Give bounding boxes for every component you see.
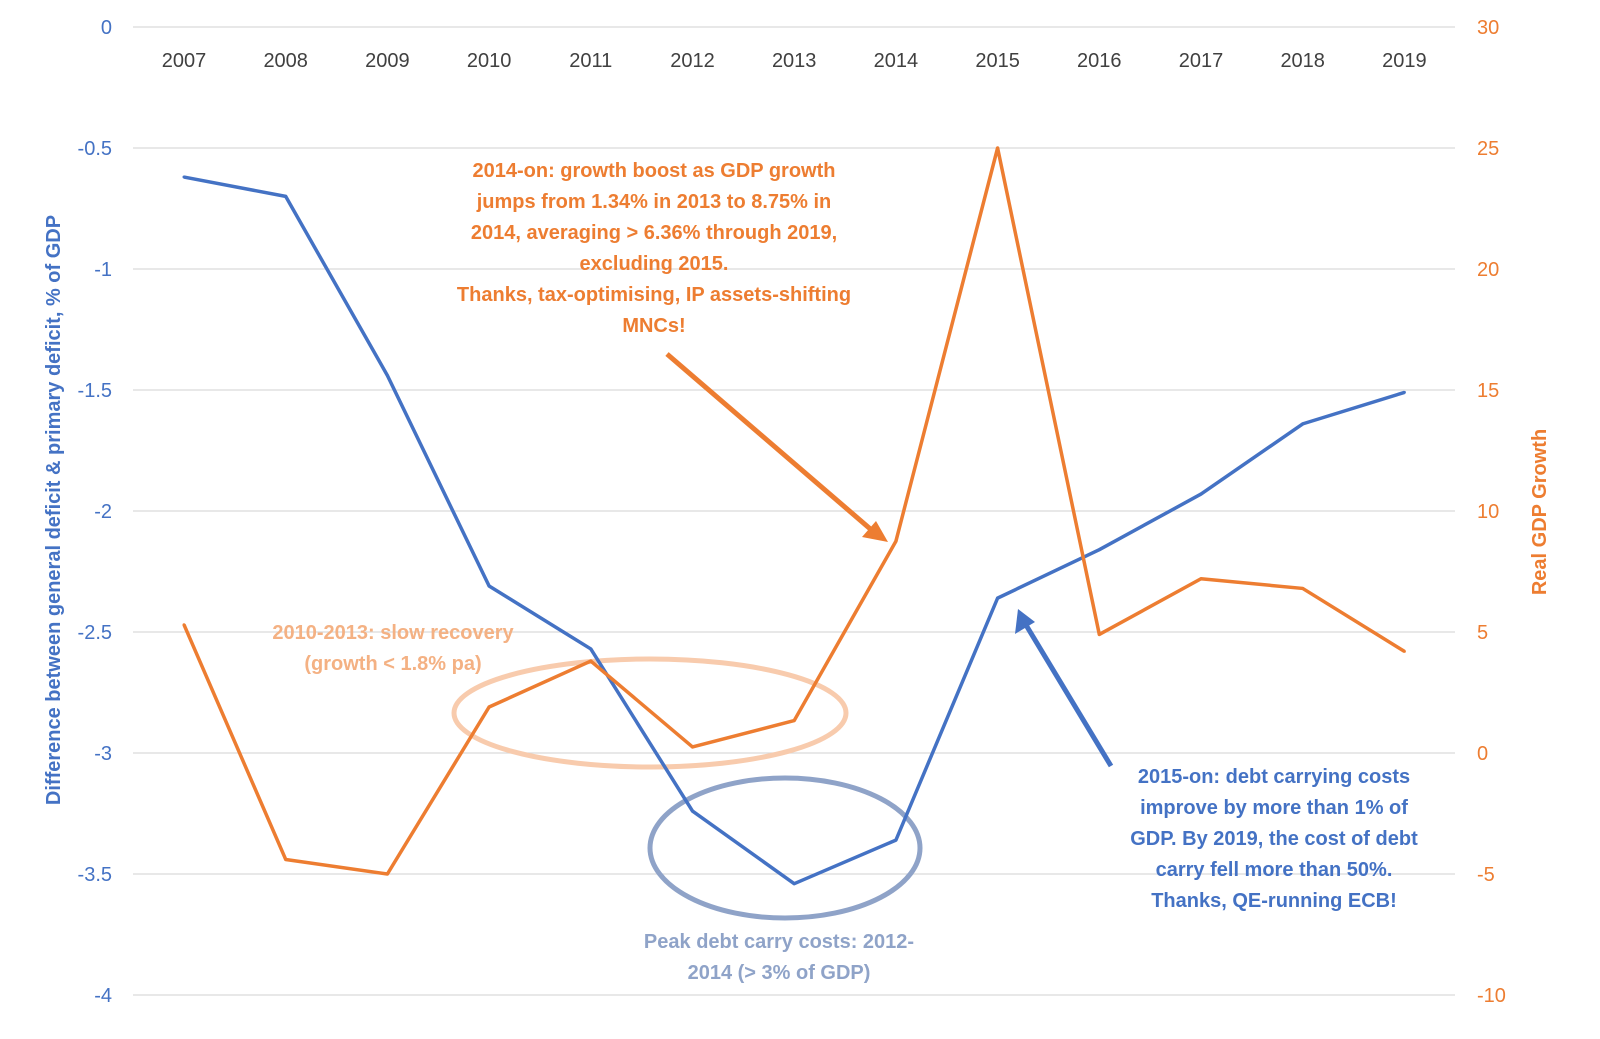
data-point-right: [1199, 577, 1203, 581]
x-tick: 2012: [670, 50, 715, 72]
data-point-left: [385, 373, 389, 377]
x-tick: 2018: [1280, 50, 1325, 72]
data-point-left: [182, 175, 186, 179]
data-point-right: [385, 872, 389, 876]
data-point-left: [1402, 390, 1406, 394]
data-point-right: [792, 719, 796, 723]
data-point-right: [284, 857, 288, 861]
annotation-debt: carry fell more than 50%.: [1156, 859, 1393, 881]
x-tick: 2011: [569, 50, 612, 72]
data-point-right: [996, 146, 1000, 150]
y-tick-right: 5: [1477, 622, 1488, 644]
annotation-growth: jumps from 1.34% in 2013 to 8.75% in: [476, 191, 832, 213]
y-tick-right: -5: [1477, 864, 1495, 886]
data-point-left: [1301, 422, 1305, 426]
y-tick-left: -1.5: [78, 380, 112, 402]
data-point-right: [182, 623, 186, 627]
annotation-debt: 2015-on: debt carrying costs: [1138, 766, 1410, 788]
data-point-left: [792, 882, 796, 886]
x-tick: 2015: [975, 50, 1020, 72]
data-point-left: [589, 647, 593, 651]
annotation-debt: Thanks, QE-running ECB!: [1151, 890, 1397, 912]
annotation-slow: (growth < 1.8% pa): [304, 653, 481, 675]
annotation-peak: Peak debt carry costs: 2012-: [644, 931, 914, 953]
x-tick: 2013: [772, 50, 817, 72]
y-tick-right: 30: [1477, 17, 1499, 39]
annotation-growth: MNCs!: [622, 315, 685, 337]
peak-debt-ellipse: [647, 775, 923, 921]
data-point-right: [894, 539, 898, 543]
y-tick-left: -0.5: [78, 138, 112, 160]
y-tick-left: -2.5: [78, 622, 112, 644]
x-tick: 2009: [365, 50, 410, 72]
y-tick-right: 0: [1477, 743, 1488, 765]
x-tick: 2017: [1179, 50, 1224, 72]
data-point-left: [691, 809, 694, 813]
annotation-growth: Thanks, tax-optimising, IP assets-shifti…: [457, 284, 851, 306]
y-tick-left: -3: [94, 743, 112, 765]
data-point-left: [996, 596, 1000, 600]
y-axis-label-left: Difference between general deficit & pri…: [43, 215, 65, 805]
x-tick: 2010: [467, 50, 512, 72]
growth-arrow: [665, 352, 888, 542]
y-tick-left: -4: [94, 985, 112, 1007]
y-tick-left: 0: [101, 17, 112, 39]
data-point-right: [487, 705, 491, 709]
annotation-slow: 2010-2013: slow recovery: [272, 622, 514, 644]
annotation-debt: GDP. By 2019, the cost of debt: [1130, 828, 1418, 850]
data-point-right: [1301, 586, 1305, 590]
data-point-left: [894, 838, 898, 842]
annotation-peak: 2014 (> 3% of GDP): [688, 962, 871, 984]
data-point-right: [691, 745, 694, 749]
data-point-right: [589, 659, 593, 663]
data-point-left: [487, 584, 491, 588]
x-tick: 2014: [874, 50, 919, 72]
annotation-growth: 2014, averaging > 6.36% through 2019,: [471, 222, 837, 244]
data-point-left: [284, 194, 288, 198]
slow-recovery-ellipse: [451, 656, 849, 770]
debt-arrow: [1015, 609, 1114, 768]
y-tick-right: 10: [1477, 501, 1499, 523]
x-tick: 2008: [263, 50, 308, 72]
data-point-right: [1402, 649, 1406, 653]
y-tick-right: 20: [1477, 259, 1499, 281]
y-tick-right: 15: [1477, 380, 1499, 402]
annotation-growth: 2014-on: growth boost as GDP growth: [473, 160, 836, 182]
data-point-left: [1097, 548, 1101, 552]
x-tick: 2019: [1382, 50, 1427, 72]
y-tick-right: -10: [1477, 985, 1506, 1007]
annotation-growth: excluding 2015.: [580, 253, 729, 275]
y-tick-right: 25: [1477, 138, 1499, 160]
y-tick-left: -3.5: [78, 864, 112, 886]
data-point-left: [1199, 492, 1203, 496]
annotation-debt: improve by more than 1% of: [1140, 797, 1408, 819]
y-axis-label-right: Real GDP Growth: [1529, 429, 1551, 595]
data-point-right: [1097, 632, 1101, 636]
x-tick: 2007: [162, 50, 207, 72]
y-tick-left: -2: [94, 501, 112, 523]
x-tick: 2016: [1077, 50, 1122, 72]
y-tick-left: -1: [94, 259, 112, 281]
